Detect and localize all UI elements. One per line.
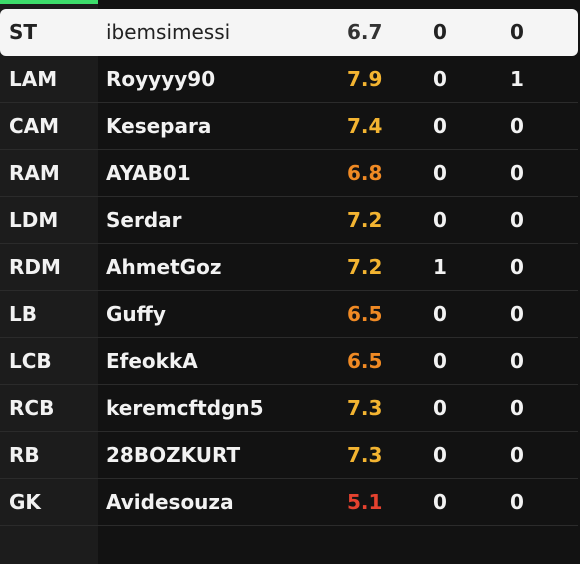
player-goals: 0 bbox=[433, 208, 447, 232]
player-goals: 0 bbox=[433, 67, 447, 91]
player-goals: 0 bbox=[433, 490, 447, 514]
player-row[interactable]: RDM AhmetGoz 7.2 1 0 bbox=[0, 244, 578, 291]
player-goals: 0 bbox=[433, 396, 447, 420]
player-name: AhmetGoz bbox=[106, 255, 222, 279]
player-name: keremcftdgn5 bbox=[106, 396, 264, 420]
player-goals: 0 bbox=[433, 114, 447, 138]
player-name: Serdar bbox=[106, 208, 182, 232]
player-position: LDM bbox=[9, 208, 59, 232]
player-rating: 5.1 bbox=[347, 490, 383, 514]
player-assists: 0 bbox=[510, 396, 524, 420]
player-row[interactable]: LDM Serdar 7.2 0 0 bbox=[0, 197, 578, 244]
player-assists: 0 bbox=[510, 20, 524, 44]
player-rating: 7.2 bbox=[347, 255, 383, 279]
selection-accent-bar bbox=[0, 0, 98, 4]
player-position: CAM bbox=[9, 114, 60, 138]
player-assists: 0 bbox=[510, 302, 524, 326]
player-goals: 0 bbox=[433, 302, 447, 326]
player-assists: 0 bbox=[510, 443, 524, 467]
player-assists: 0 bbox=[510, 208, 524, 232]
player-rating: 7.2 bbox=[347, 208, 383, 232]
player-name: ibemsimessi bbox=[106, 20, 231, 44]
player-rating: 6.5 bbox=[347, 302, 383, 326]
player-position: RCB bbox=[9, 396, 55, 420]
player-rating: 7.4 bbox=[347, 114, 383, 138]
player-position: GK bbox=[9, 490, 41, 514]
player-row[interactable]: RAM AYAB01 6.8 0 0 bbox=[0, 150, 578, 197]
player-position: RAM bbox=[9, 161, 60, 185]
player-row[interactable]: RCB keremcftdgn5 7.3 0 0 bbox=[0, 385, 578, 432]
player-assists: 0 bbox=[510, 490, 524, 514]
player-goals: 0 bbox=[433, 20, 447, 44]
player-name: 28BOZKURT bbox=[106, 443, 241, 467]
player-name: Kesepara bbox=[106, 114, 212, 138]
player-name: Avidesouza bbox=[106, 490, 234, 514]
player-position: ST bbox=[9, 20, 38, 44]
player-position: LCB bbox=[9, 349, 52, 373]
position-column-background bbox=[0, 0, 98, 564]
player-position: LAM bbox=[9, 67, 58, 91]
player-rating: 6.8 bbox=[347, 161, 383, 185]
player-name: AYAB01 bbox=[106, 161, 191, 185]
player-row[interactable]: GK Avidesouza 5.1 0 0 bbox=[0, 479, 578, 526]
player-goals: 0 bbox=[433, 161, 447, 185]
player-assists: 0 bbox=[510, 161, 524, 185]
player-list: ST ibemsimessi 6.7 0 0 LAM Royyyy90 7.9 … bbox=[0, 9, 578, 526]
player-name: EfeokkA bbox=[106, 349, 198, 373]
player-goals: 0 bbox=[433, 349, 447, 373]
player-name: Royyyy90 bbox=[106, 67, 216, 91]
player-position: RB bbox=[9, 443, 40, 467]
player-assists: 0 bbox=[510, 255, 524, 279]
player-row[interactable]: LAM Royyyy90 7.9 0 1 bbox=[0, 56, 578, 103]
stats-column-background bbox=[98, 0, 580, 564]
player-name: Guffy bbox=[106, 302, 166, 326]
player-row[interactable]: LCB EfeokkA 6.5 0 0 bbox=[0, 338, 578, 385]
player-assists: 1 bbox=[510, 67, 524, 91]
player-rating: 7.9 bbox=[347, 67, 383, 91]
player-position: LB bbox=[9, 302, 37, 326]
player-row[interactable]: LB Guffy 6.5 0 0 bbox=[0, 291, 578, 338]
player-assists: 0 bbox=[510, 349, 524, 373]
player-position: RDM bbox=[9, 255, 61, 279]
player-assists: 0 bbox=[510, 114, 524, 138]
player-rating: 7.3 bbox=[347, 396, 383, 420]
player-row[interactable]: CAM Kesepara 7.4 0 0 bbox=[0, 103, 578, 150]
player-rating: 6.7 bbox=[347, 20, 383, 44]
player-goals: 1 bbox=[433, 255, 447, 279]
player-row[interactable]: RB 28BOZKURT 7.3 0 0 bbox=[0, 432, 578, 479]
player-row[interactable]: ST ibemsimessi 6.7 0 0 bbox=[0, 9, 578, 56]
player-rating: 7.3 bbox=[347, 443, 383, 467]
player-goals: 0 bbox=[433, 443, 447, 467]
player-rating: 6.5 bbox=[347, 349, 383, 373]
